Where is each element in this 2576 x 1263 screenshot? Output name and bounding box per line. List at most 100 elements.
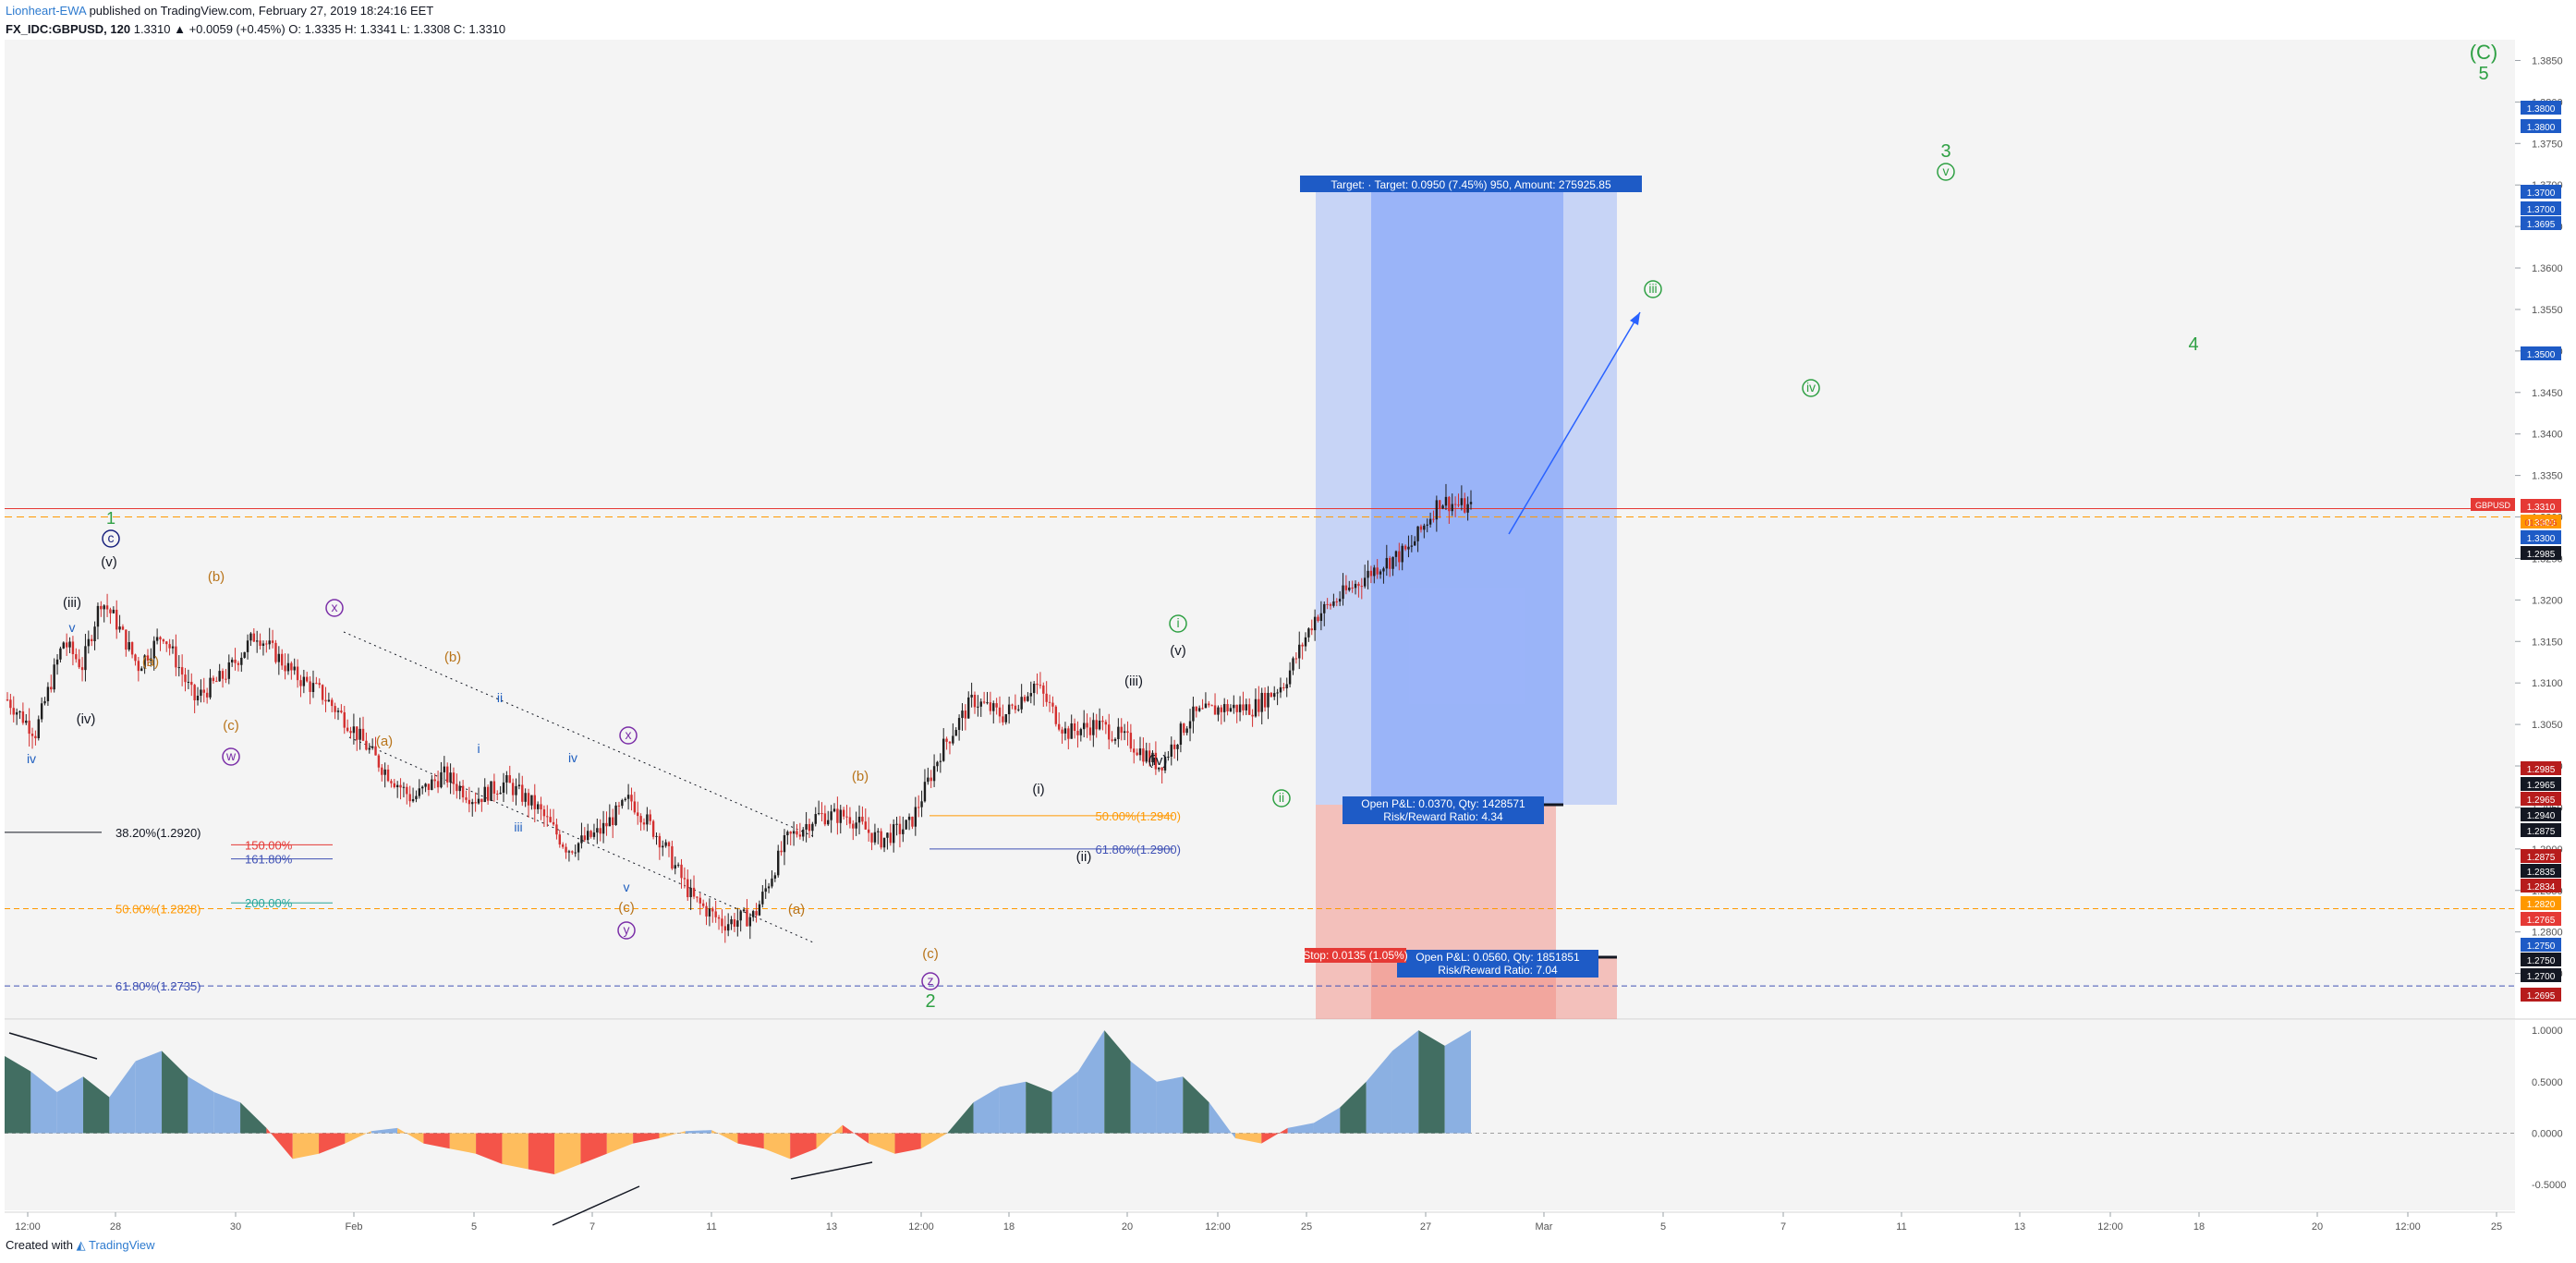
candle-body <box>861 816 864 822</box>
candle-body <box>1104 722 1108 725</box>
candle-body <box>84 646 87 671</box>
wave-label: x <box>332 600 338 614</box>
position-box-label: Open P&L: 0.0560, Qty: 1851851 <box>1416 951 1580 964</box>
candle-body <box>761 892 764 905</box>
candle-body <box>714 911 717 917</box>
candle-body <box>662 845 664 848</box>
candle-body <box>365 740 368 750</box>
candle-body <box>40 703 43 720</box>
oscillator-area <box>162 1050 188 1134</box>
price-axis-badge <box>2521 546 2561 560</box>
candle-body <box>626 795 630 799</box>
price-axis-badge-label: 1.3695 <box>2527 220 2556 230</box>
y-tick-label: 1.3100 <box>2532 678 2563 689</box>
wave-label: v <box>624 880 630 894</box>
candle-body <box>565 846 567 853</box>
candle-body <box>873 832 877 843</box>
x-tick-label: 27 <box>1420 1221 1431 1233</box>
candle-body <box>483 786 486 803</box>
price-axis-badge-label: 1.2820 <box>2527 900 2556 910</box>
oscillator-area <box>1234 1133 1262 1144</box>
candle-body <box>225 678 227 680</box>
candle-body <box>1229 708 1233 711</box>
price-axis-badge-label: 1.3500 <box>2527 350 2556 360</box>
candle-body <box>857 816 861 823</box>
candle-body <box>227 662 230 679</box>
candle-body <box>574 852 577 854</box>
price-axis-badge <box>2521 968 2561 982</box>
wave-label: (iii) <box>63 595 81 611</box>
candle-body <box>121 626 125 630</box>
wave-label-circle <box>1272 789 1291 808</box>
candle-body <box>218 671 221 682</box>
position-box <box>1397 950 1598 978</box>
candle-body <box>9 699 12 709</box>
price-axis-badge-label: 1.3700 <box>2527 205 2556 215</box>
candle-body <box>433 779 436 782</box>
candle-body <box>480 798 483 803</box>
candle-body <box>583 835 587 841</box>
candle-body <box>1217 707 1220 715</box>
candle-body <box>1195 706 1197 711</box>
candle-body <box>892 824 895 844</box>
candle-body <box>1410 545 1414 547</box>
oscillator-tick-label: 1.0000 <box>2532 1026 2563 1037</box>
candle-body <box>517 784 521 786</box>
oscillator-area <box>816 1124 843 1149</box>
candle-body <box>992 703 995 711</box>
oscillator-area <box>711 1130 738 1144</box>
candle-body <box>1414 540 1416 546</box>
candle-body <box>577 843 580 853</box>
candle-body <box>1367 570 1369 578</box>
candle-body <box>1027 696 1029 701</box>
wave-label: v <box>1943 164 1950 178</box>
candle-body <box>75 654 78 660</box>
candle-body <box>1083 723 1086 730</box>
candle-body <box>942 738 945 761</box>
oscillator-area <box>763 1133 791 1160</box>
candle-body <box>62 642 65 649</box>
tradingview-link[interactable]: TradingView <box>89 1238 155 1252</box>
candle-body <box>687 879 689 898</box>
candle-body <box>599 828 601 834</box>
candle-body <box>927 777 930 783</box>
candle-body <box>1032 683 1036 694</box>
candle-body <box>1123 731 1126 734</box>
candle-body <box>1163 757 1167 771</box>
candle-body <box>255 640 259 642</box>
position-labels: Target: · Target: 0.0950 (7.45%) 950, Am… <box>1300 176 1642 978</box>
x-tick-label: 5 <box>471 1221 477 1233</box>
symbol-badge-label: GBPUSD <box>2475 501 2511 510</box>
candle-body <box>1379 571 1382 575</box>
candle-body <box>1254 698 1258 717</box>
candle-body <box>249 633 252 641</box>
candle-body <box>1464 498 1466 513</box>
candle-body <box>87 638 91 647</box>
candle-body <box>443 766 446 772</box>
candle-body <box>243 651 246 658</box>
candle-body <box>1142 748 1145 762</box>
candle-body <box>789 832 792 834</box>
candle-body <box>440 771 443 788</box>
candle-body <box>1301 644 1304 647</box>
candle-body <box>1407 546 1410 550</box>
candle-body <box>624 798 626 800</box>
candle-body <box>215 681 218 683</box>
author-link[interactable]: Lionheart-EWA <box>6 4 86 18</box>
candle-body <box>832 808 836 812</box>
price-axis-badge-label: 1.3300 <box>2527 518 2556 528</box>
candle-body <box>1201 708 1204 710</box>
oscillator-area <box>502 1133 529 1170</box>
candle-body <box>150 658 152 662</box>
candle-body <box>268 640 271 645</box>
candle-body <box>1307 628 1310 638</box>
candle-body <box>954 730 957 736</box>
oscillator-area <box>188 1076 214 1134</box>
oscillator-area <box>1156 1076 1184 1134</box>
candle-body <box>1292 658 1294 671</box>
price-axis-badge-label: 1.2695 <box>2527 991 2556 1002</box>
candle-body <box>1388 557 1391 569</box>
candle-body <box>780 850 783 853</box>
price-axis-badge <box>2521 185 2561 199</box>
